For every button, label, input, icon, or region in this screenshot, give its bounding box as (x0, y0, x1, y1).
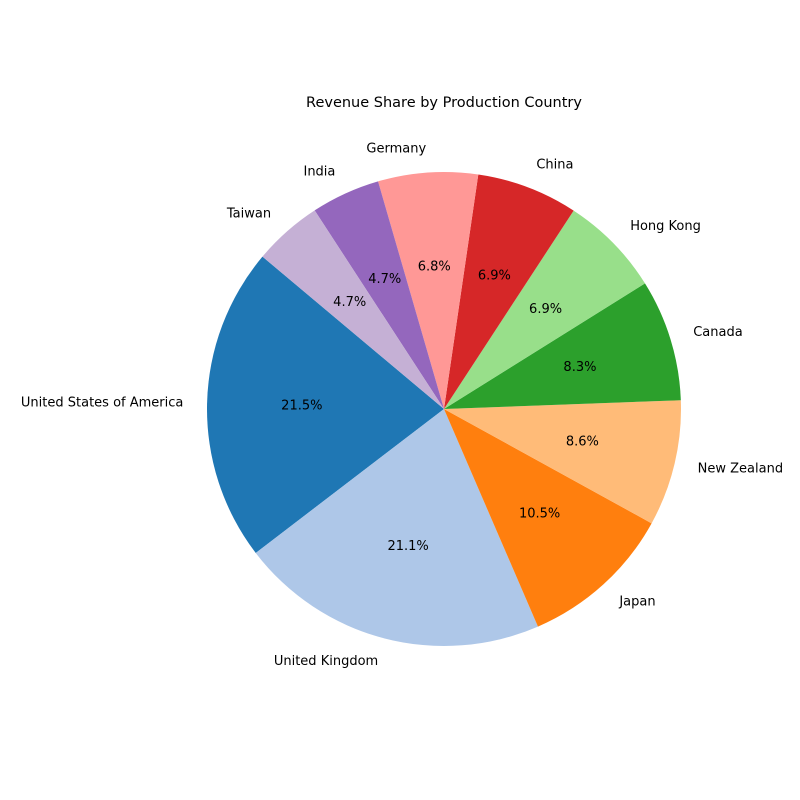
slice-label-china: China (536, 158, 573, 173)
pie-slice-taiwan (262, 210, 444, 409)
percent-labels: 21.5% 21.1% 10.5% 8.6% 8.3% 6.9% 6.9% 6.8% 4.7%4… (281, 260, 599, 554)
slice-labels: United States of America United Kingdom Ja… (21, 141, 783, 668)
percent-label-india: 4.7% (368, 272, 401, 287)
chart-title: Revenue Share by Production Country (306, 95, 582, 111)
slice-label-taiwan: Taiwan (226, 206, 271, 221)
pie-slice-china (444, 174, 574, 409)
pie-slice-canada (444, 283, 681, 409)
percent-label-new-zealand: 8.6% (566, 434, 599, 449)
percent-label-germany: 6.8% (418, 260, 451, 275)
slice-label-germany: Germany (366, 141, 426, 156)
pie-slice-united-states-of-america (206, 256, 444, 553)
slice-label-united-states-of-america: United States of America (21, 396, 183, 411)
percent-label-canada: 8.3% (563, 360, 596, 375)
slice-label-united-kingdom: United Kingdom (274, 654, 378, 669)
slice-label-japan: Japan (618, 594, 655, 609)
percent-label-china: 6.9% (478, 269, 511, 284)
slice-label-new-zealand: New Zealand (698, 462, 783, 477)
pie-slice-new-zealand (444, 400, 681, 524)
percent-label-united-states-of-america: 21.5% (281, 398, 322, 413)
percent-label-united-kingdom: 21.1% (387, 539, 428, 554)
slice-label-hong-kong: Hong Kong (630, 219, 701, 234)
percent-label-japan: 10.5% (519, 507, 560, 522)
pie-slice-hong-kong (444, 210, 645, 409)
percent-label-hong-kong: 6.9% (529, 302, 562, 317)
slice-label-india: India (303, 165, 335, 180)
pie-slices (206, 171, 681, 646)
percent-label-taiwan: 4.7% (333, 295, 366, 310)
pie-slice-germany (378, 171, 479, 409)
pie-slice-united-kingdom (255, 409, 538, 646)
pie-slice-japan (444, 409, 652, 627)
slice-label-canada: Canada (693, 325, 742, 340)
pie-slice-india (314, 181, 444, 409)
